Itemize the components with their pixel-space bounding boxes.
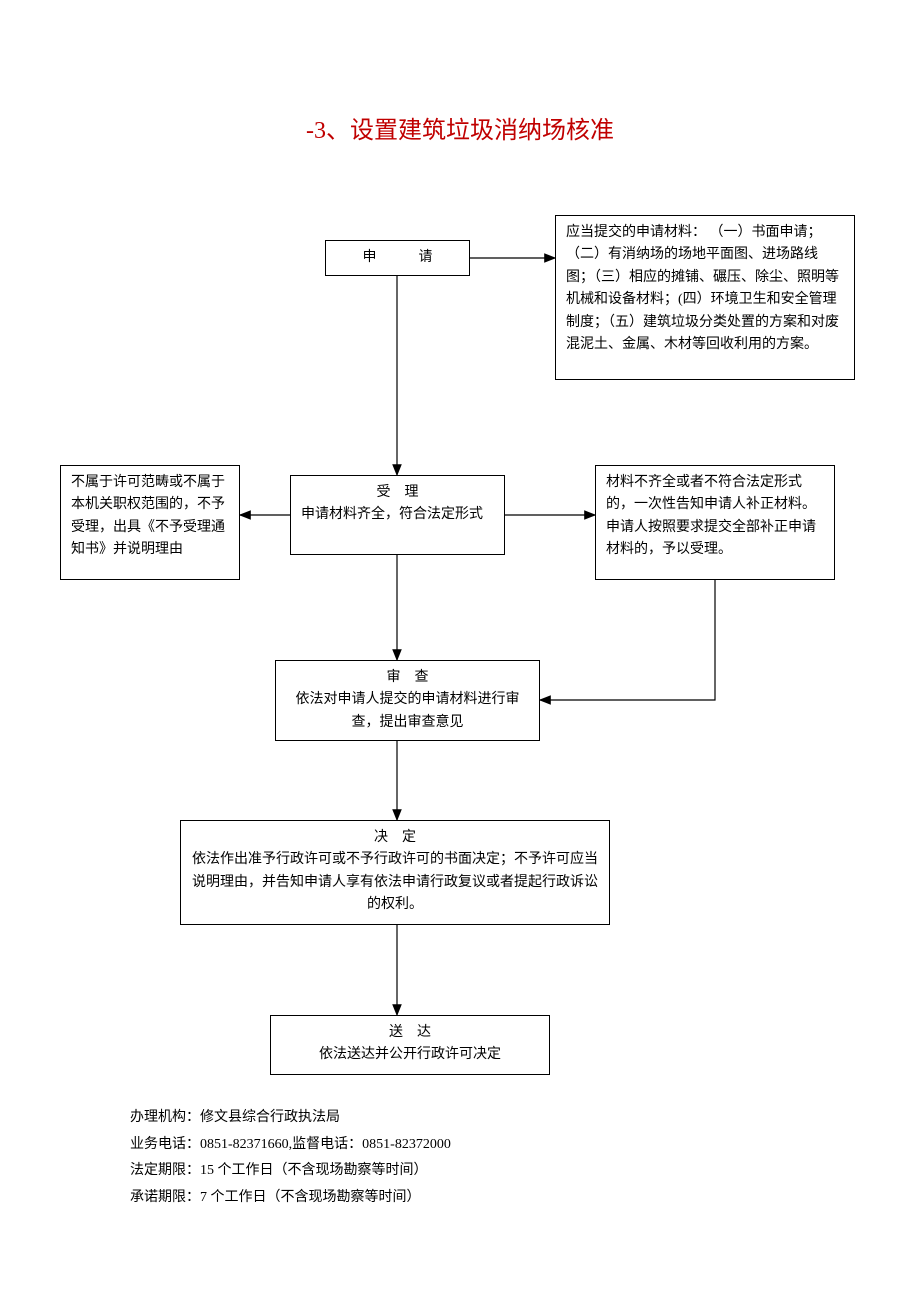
node-accept: 受 理 申请材料齐全，符合法定形式 (290, 475, 505, 555)
node-incomplete: 材料不齐全或者不符合法定形式的，一次性告知申请人补正材料。申请人按照要求提交全部… (595, 465, 835, 580)
footer-promise: 承诺期限：7 个工作日（不含现场勘察等时间） (130, 1185, 860, 1212)
footer-agency-value: 修文县综合行政执法局 (200, 1110, 340, 1125)
node-decide-title: 决 定 (191, 827, 599, 849)
footer-phone: 业务电话：0851-82371660,监督电话：0851-82372000 (130, 1132, 860, 1159)
node-decide: 决 定 依法作出准予行政许可或不予行政许可的书面决定；不予许可应当说明理由，并告… (180, 820, 610, 925)
node-deliver: 送 达 依法送达并公开行政许可决定 (270, 1015, 550, 1075)
node-incomplete-body: 材料不齐全或者不符合法定形式的，一次性告知申请人补正材料。申请人按照要求提交全部… (606, 472, 824, 562)
footer-supervise-value: 0851-82372000 (362, 1137, 451, 1152)
node-deliver-body: 依法送达并公开行政许可决定 (281, 1044, 539, 1066)
footer: 办理机构：修文县综合行政执法局 业务电话：0851-82371660,监督电话：… (130, 1105, 860, 1211)
footer-agency-label: 办理机构： (130, 1110, 200, 1125)
node-apply-title: 申 请 (336, 247, 459, 269)
node-materials-body: 应当提交的申请材料： （一）书面申请；（二）有消纳场的场地平面图、进场路线图；（… (566, 222, 844, 356)
footer-phone-label: 业务电话： (130, 1137, 200, 1152)
node-review: 审 查 依法对申请人提交的申请材料进行审查，提出审查意见 (275, 660, 540, 741)
footer-supervise-label: 监督电话： (292, 1137, 362, 1152)
footer-agency: 办理机构：修文县综合行政执法局 (130, 1105, 860, 1132)
footer-promise-label: 承诺期限： (130, 1190, 200, 1205)
footer-phone-value: 0851-82371660, (200, 1137, 292, 1152)
node-review-body: 依法对申请人提交的申请材料进行审查，提出审查意见 (286, 689, 529, 734)
node-review-title: 审 查 (286, 667, 529, 689)
footer-promise-value: 7 个工作日（不含现场勘察等时间） (200, 1190, 421, 1205)
node-materials: 应当提交的申请材料： （一）书面申请；（二）有消纳场的场地平面图、进场路线图；（… (555, 215, 855, 380)
node-reject-body: 不属于许可范畴或不属于本机关职权范围的，不予受理，出具《不予受理通知书》并说明理… (71, 472, 229, 562)
page-title: -3、设置建筑垃圾消纳场核准 (60, 110, 860, 145)
node-deliver-title: 送 达 (281, 1022, 539, 1044)
footer-legal-label: 法定期限： (130, 1163, 200, 1178)
node-reject: 不属于许可范畴或不属于本机关职权范围的，不予受理，出具《不予受理通知书》并说明理… (60, 465, 240, 580)
node-accept-body: 申请材料齐全，符合法定形式 (301, 504, 494, 526)
flowchart: 申 请 应当提交的申请材料： （一）书面申请；（二）有消纳场的场地平面图、进场路… (60, 215, 860, 1085)
footer-legal: 法定期限：15 个工作日（不含现场勘察等时间） (130, 1158, 860, 1185)
node-accept-title: 受 理 (301, 482, 494, 504)
node-decide-body: 依法作出准予行政许可或不予行政许可的书面决定；不予许可应当说明理由，并告知申请人… (191, 849, 599, 916)
footer-legal-value: 15 个工作日（不含现场勘察等时间） (200, 1163, 428, 1178)
node-apply: 申 请 (325, 240, 470, 276)
